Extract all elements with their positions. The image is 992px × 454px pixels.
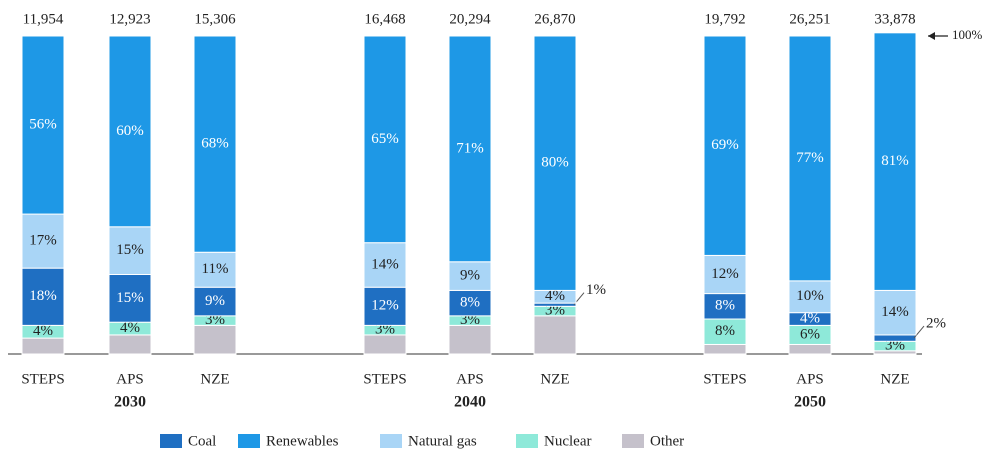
data-label: 10% — [796, 288, 824, 304]
data-label: 71% — [456, 140, 484, 156]
data-label: 4% — [800, 310, 820, 326]
legend-swatch — [380, 434, 402, 448]
data-label: 60% — [116, 123, 144, 139]
bar-segment — [533, 35, 577, 291]
data-label: 1% — [586, 282, 606, 298]
total-label: 33,878 — [874, 11, 915, 27]
bar-segment — [193, 35, 237, 253]
bar-segment — [448, 324, 492, 355]
bar-segment — [703, 318, 747, 345]
legend-label: Natural gas — [408, 433, 477, 449]
bar-segment — [873, 289, 917, 336]
data-label: 14% — [881, 304, 909, 320]
data-label: 81% — [881, 153, 909, 169]
data-label: 68% — [201, 136, 229, 152]
bar-segment — [193, 324, 237, 355]
data-label: 9% — [460, 268, 480, 284]
total-label: 15,306 — [194, 11, 236, 27]
data-label: 8% — [715, 298, 735, 314]
total-label: 26,251 — [789, 11, 830, 27]
x-tick-label: STEPS — [703, 371, 746, 387]
bar-segment — [21, 35, 65, 215]
bar-segment — [703, 343, 747, 355]
data-label: 8% — [715, 323, 735, 339]
bar-segment — [873, 32, 917, 291]
legend-swatch — [238, 434, 260, 448]
x-tick-label: STEPS — [363, 371, 406, 387]
legend-label: Renewables — [266, 433, 339, 449]
legend-label: Nuclear — [544, 433, 591, 449]
data-label: 15% — [116, 242, 144, 258]
bar-segment — [193, 286, 237, 317]
total-label: 20,294 — [449, 11, 491, 27]
bar-segment — [703, 254, 747, 295]
data-label: 17% — [29, 233, 57, 249]
data-label: 80% — [541, 155, 569, 171]
bar-segment — [448, 261, 492, 291]
legend-label: Coal — [188, 433, 216, 449]
data-label: 14% — [371, 256, 399, 272]
data-label: 77% — [796, 150, 824, 166]
bar-segment — [108, 274, 152, 323]
legend-swatch — [622, 434, 644, 448]
bar-segment — [448, 289, 492, 317]
bar-segment — [363, 334, 407, 355]
total-label: 19,792 — [704, 11, 745, 27]
data-label: 56% — [29, 116, 57, 132]
group-label: 2050 — [794, 394, 826, 411]
arrow-head — [928, 32, 935, 40]
bar-segment — [21, 267, 65, 326]
total-label: 11,954 — [23, 11, 64, 27]
bar-segment — [788, 343, 832, 355]
bar-segment — [363, 286, 407, 326]
data-label: 2% — [926, 316, 946, 332]
legend-swatch — [516, 434, 538, 448]
bar-segment — [21, 337, 65, 355]
data-label: 4% — [545, 288, 565, 304]
data-label: 6% — [800, 326, 820, 342]
bar-segment — [873, 334, 917, 342]
legend-label: Other — [650, 433, 684, 449]
bar-segment — [363, 35, 407, 244]
x-tick-label: NZE — [540, 371, 569, 387]
data-label: 8% — [460, 295, 480, 311]
data-label: 69% — [711, 137, 739, 153]
x-tick-label: NZE — [880, 371, 909, 387]
total-label: 16,468 — [364, 11, 405, 27]
data-label: 12% — [711, 266, 739, 282]
bar-segment — [193, 251, 237, 288]
data-label: 65% — [371, 131, 399, 147]
group-label: 2030 — [114, 394, 146, 411]
x-tick-label: STEPS — [21, 371, 64, 387]
bar-segment — [108, 35, 152, 228]
data-label: 12% — [371, 298, 399, 314]
bar-segment — [108, 334, 152, 355]
leader-line — [913, 325, 925, 339]
data-label: 18% — [29, 288, 57, 304]
bar-segment — [108, 226, 152, 276]
data-label: 4% — [33, 323, 53, 339]
bar-segment — [448, 35, 492, 263]
x-tick-label: NZE — [200, 371, 229, 387]
x-tick-label: APS — [796, 371, 824, 387]
data-label: 15% — [116, 290, 144, 306]
total-label: 12,923 — [109, 11, 150, 27]
legend-swatch — [160, 434, 182, 448]
x-tick-label: APS — [116, 371, 144, 387]
data-label: 11% — [202, 261, 229, 277]
annotation: 100% — [952, 27, 983, 42]
bar-segment — [533, 315, 577, 355]
data-label: 4% — [120, 320, 140, 336]
bar-segment — [788, 35, 832, 282]
x-tick-label: APS — [456, 371, 484, 387]
total-label: 26,870 — [534, 11, 575, 27]
bar-segment — [703, 35, 747, 256]
data-label: 9% — [205, 293, 225, 309]
group-label: 2040 — [454, 394, 486, 411]
